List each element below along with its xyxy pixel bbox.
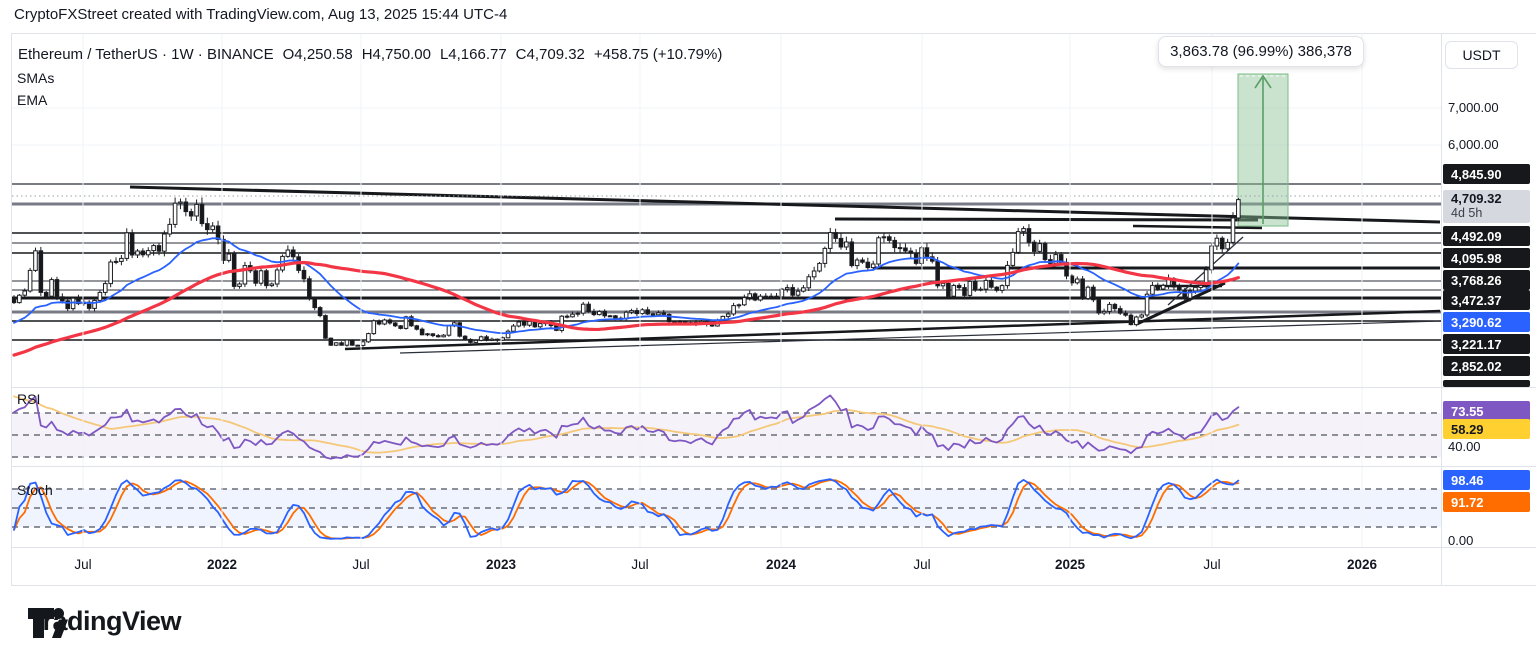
stoch-pane-label: Stoch	[17, 482, 53, 498]
ohlc-close: C4,709.32	[515, 46, 585, 63]
price-badge	[1443, 379, 1530, 387]
measure-tooltip-text: 3,863.78 (96.99%) 386,378	[1170, 43, 1352, 60]
price-badge: 73.55	[1443, 401, 1530, 421]
measure-tooltip: 3,863.78 (96.99%) 386,378	[1158, 36, 1364, 67]
chart-legend: Ethereum / TetherUS · 1W · BINANCE O4,25…	[18, 46, 722, 63]
time-axis-label: Jul	[913, 557, 931, 572]
price-badge: 3,768.26	[1443, 270, 1530, 290]
price-badge: 3,472.37	[1443, 290, 1530, 310]
price-axis-label: 0.00	[1448, 533, 1474, 548]
pane-separator[interactable]	[11, 387, 1536, 388]
time-axis-label: 2025	[1054, 557, 1086, 572]
symbol-title: Ethereum / TetherUS · 1W · BINANCE	[18, 46, 274, 63]
currency-button[interactable]: USDT	[1445, 41, 1518, 69]
time-scale[interactable]: Jul 2022 Jul 2023 Jul 2024 Jul 2025 Jul 2026	[11, 547, 1441, 585]
currency-label: USDT	[1462, 47, 1501, 63]
price-scale[interactable]: 7,000.00 6,000.00 40.00 0.00 4,845.90 4,709.3…	[1441, 70, 1536, 585]
time-axis-label: Jul	[352, 557, 370, 572]
price-axis-label: 40.00	[1448, 439, 1481, 454]
time-axis-label: 2024	[765, 557, 797, 572]
price-badge: 91.72	[1443, 492, 1530, 512]
ohlc-high: H4,750.00	[361, 46, 431, 63]
price-badge: 98.46	[1443, 470, 1530, 490]
price-axis-label: 6,000.00	[1448, 137, 1499, 152]
price-badge: 4,709.32 4d 5h	[1443, 189, 1530, 223]
time-axis-label: Jul	[1203, 557, 1221, 572]
ohlc-change: +458.75 (+10.79%)	[593, 46, 723, 63]
time-axis-label: Jul	[74, 557, 92, 572]
chart-frame-top	[11, 33, 1536, 34]
tv-logo-icon	[28, 608, 68, 638]
ohlc-open: O4,250.58	[282, 46, 353, 63]
price-axis-label: 7,000.00	[1448, 100, 1499, 115]
time-axis-label: 2022	[206, 557, 238, 572]
time-axis-label: 2023	[485, 557, 517, 572]
price-badge: 4,095.98	[1443, 248, 1530, 268]
credit-text: CryptoFXStreet created with TradingView.…	[14, 6, 508, 23]
price-badge: 2,852.02	[1443, 356, 1530, 376]
time-axis-label: Jul	[631, 557, 649, 572]
rsi-pane-label: RSI	[17, 391, 41, 407]
price-badge: 3,221.17	[1443, 334, 1530, 354]
price-badge: 4,845.90	[1443, 164, 1530, 184]
ema-legend-label: EMA	[17, 92, 48, 108]
pane-separator	[11, 547, 1536, 548]
tradingview-logo[interactable]: TradingView	[28, 606, 182, 638]
chart-frame-left	[11, 33, 12, 585]
price-badge: 58.29	[1443, 419, 1530, 439]
pane-separator[interactable]	[11, 466, 1536, 467]
price-badge: 3,290.62	[1443, 312, 1530, 332]
time-axis-label: 2026	[1346, 557, 1378, 572]
price-axis-border	[1441, 33, 1442, 585]
ohlc-low: L4,166.77	[439, 46, 507, 63]
price-badge: 4,492.09	[1443, 226, 1530, 246]
smas-legend-label: SMAs	[17, 70, 55, 86]
time-axis-border	[11, 585, 1536, 586]
